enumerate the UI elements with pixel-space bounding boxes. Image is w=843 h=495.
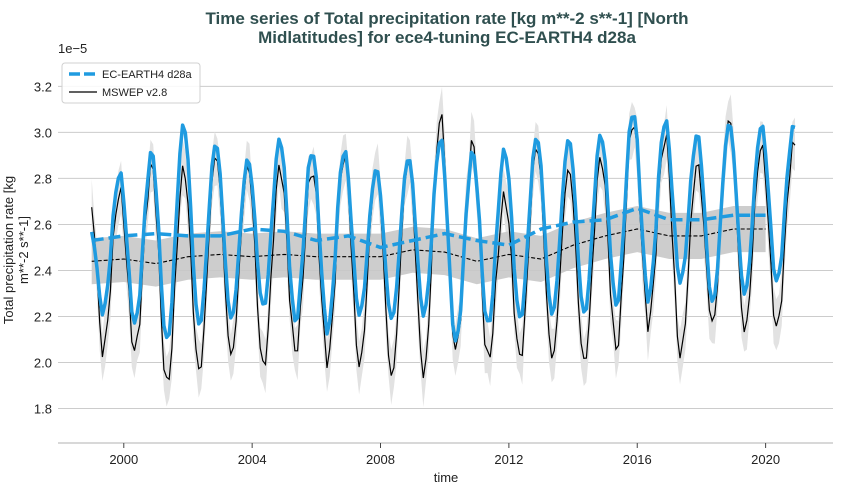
x-tick-label: 2020 [751,452,780,467]
x-tick-label: 2000 [109,452,138,467]
model-annual-mean-line [91,206,766,250]
y-tick-label: 2.6 [34,217,52,232]
obs-annual-std-band [91,206,766,287]
x-tick-label: 2016 [623,452,652,467]
y-tick-label: 2.4 [34,263,52,278]
y-axis-label-line-1: Total precipitation rate [kg [1,176,16,324]
y-scale-label: 1e−5 [58,41,87,56]
legend-box [61,62,201,104]
legend-label-obs: MSWEP v2.8 [102,87,167,99]
x-tick-label: 2012 [494,452,523,467]
x-tick-label: 2004 [238,452,267,467]
obs-annual-mean-line [91,228,766,265]
legend-label-model: EC-EARTH4 d28a [102,69,193,81]
y-tick-label: 3.0 [34,125,52,140]
x-axis-label: time [434,470,459,485]
chart-title-line-1: Time series of Total precipitation rate … [205,9,688,28]
series-lines [89,114,796,381]
y-tick-label: 2.0 [34,355,52,370]
y-axis-label: Total precipitation rate [kg m**-2 s**-1… [1,176,31,324]
x-tick-label: 2008 [366,452,395,467]
chart-title-line-2: Midlatitudes] for ece4-tuning EC-EARTH4 … [258,28,636,47]
y-tick-label: 2.2 [34,309,52,324]
y-axis-label-line-2: m**-2 s**-1] [16,216,31,284]
y-tick-label: 3.2 [34,79,52,94]
model-monthly-line [89,115,796,343]
y-tick-label: 1.8 [34,401,52,416]
axes: 1.8 2.0 2.2 2.4 2.6 2.8 3.0 3.2 2000 2004 2008 2012… [34,79,833,467]
y-tick-label: 2.8 [34,171,52,186]
legend: EC-EARTH4 d28a MSWEP v2.8 [61,62,201,104]
